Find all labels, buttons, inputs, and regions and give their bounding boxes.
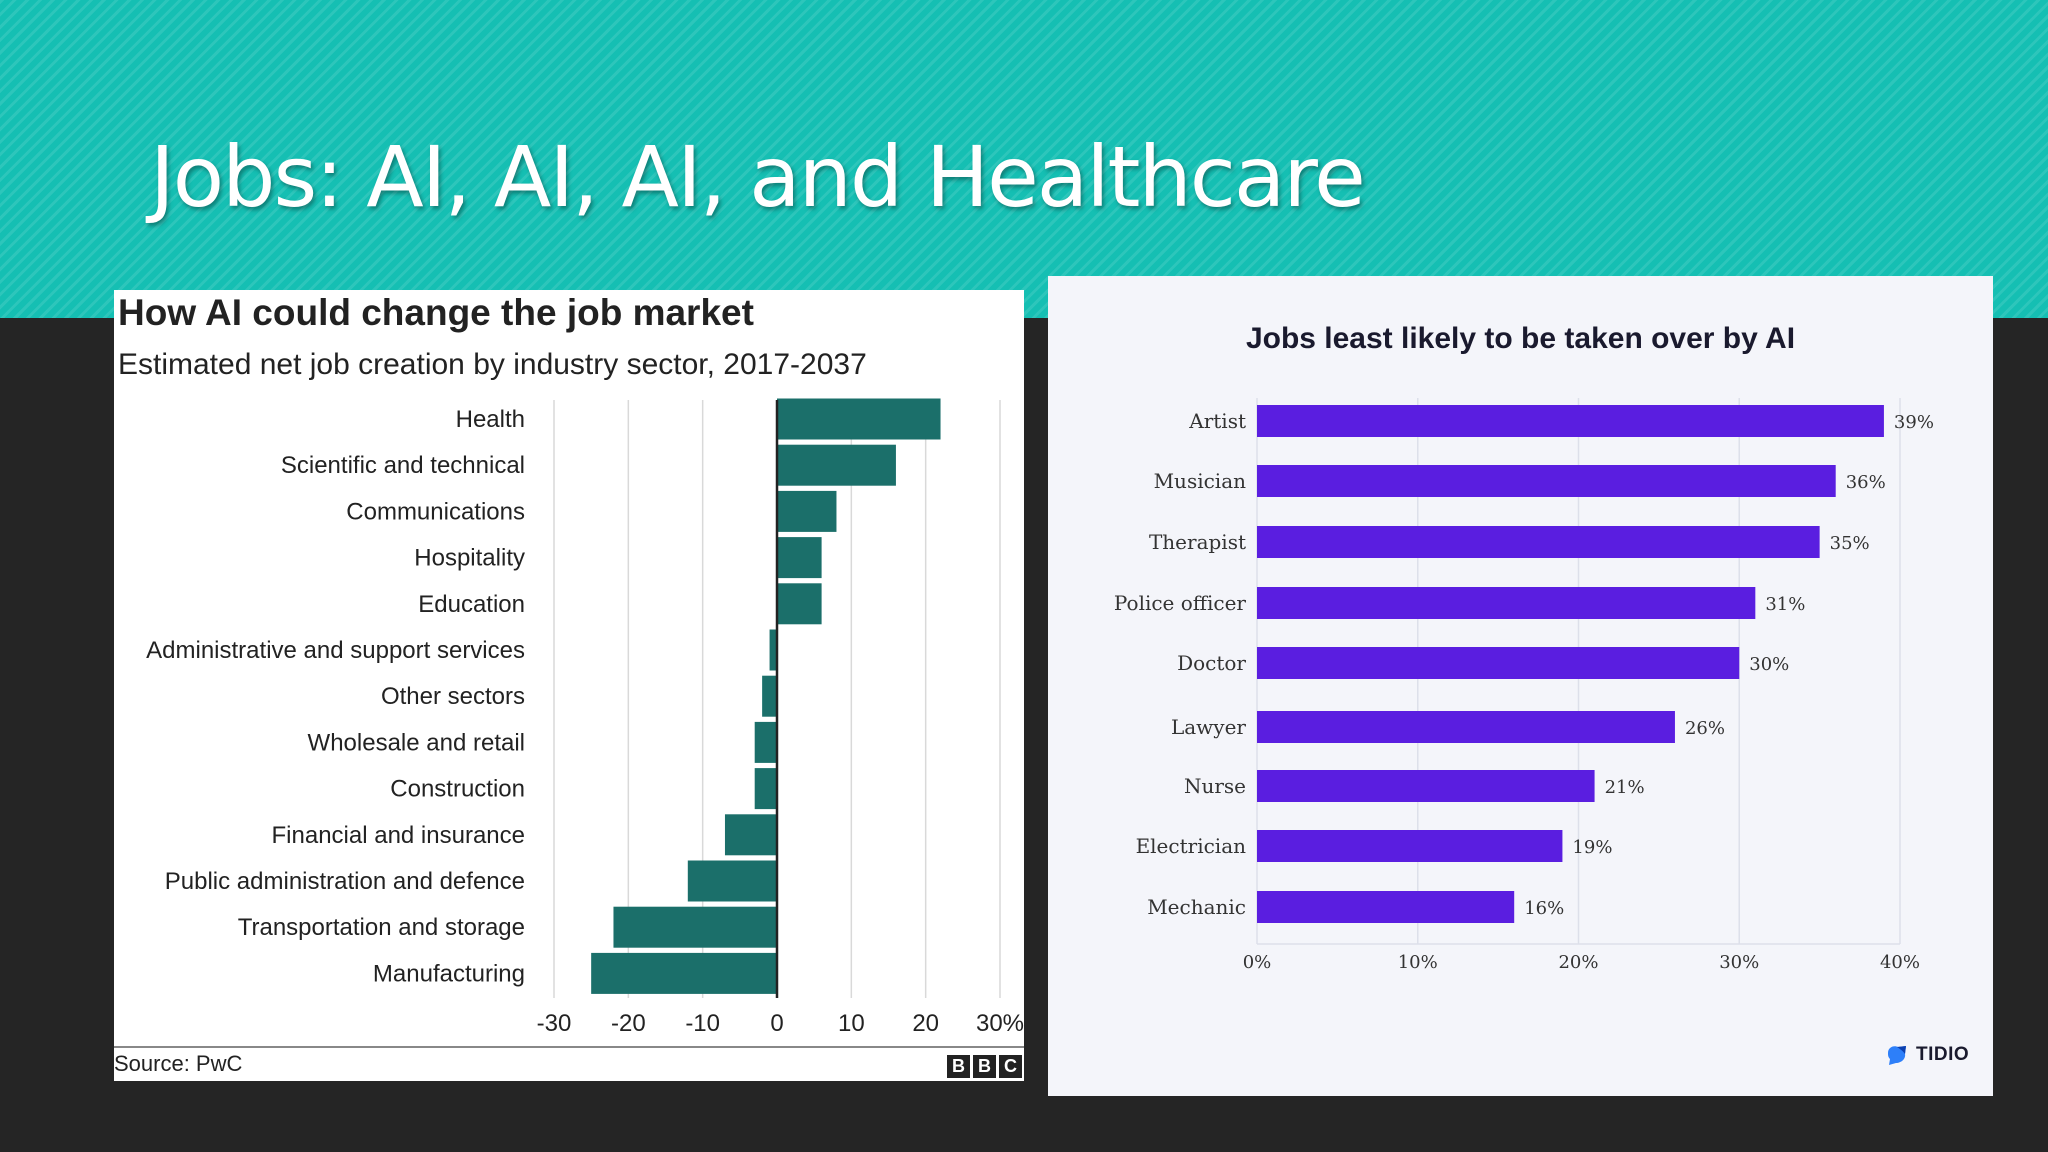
bar <box>724 814 777 856</box>
value-label: 35% <box>1830 533 1870 554</box>
category-label: Doctor <box>1177 651 1246 675</box>
bar <box>1257 770 1595 802</box>
bar <box>1257 830 1563 862</box>
bar <box>754 768 777 810</box>
tidio-chart-title: Jobs least likely to be taken over by AI <box>1245 322 1796 355</box>
category-label: Other sectors <box>381 683 525 710</box>
x-tick-label: 10 <box>838 1010 865 1037</box>
bar <box>687 860 777 902</box>
bar <box>1257 465 1836 497</box>
value-label: 26% <box>1685 718 1725 739</box>
x-tick-label: 10% <box>1398 952 1438 973</box>
bar <box>613 906 777 948</box>
bar <box>1257 891 1515 923</box>
bar <box>777 583 822 625</box>
bar <box>1257 711 1675 743</box>
tidio-chart-svg: 0% 10% 20% 30% 40% Artist 39% Musician 36% Therap… <box>1114 398 1934 973</box>
value-label: 31% <box>1765 594 1805 615</box>
slide-title: Jobs: AI, AI, AI, and Healthcare <box>150 128 1366 226</box>
value-label: 36% <box>1846 472 1886 493</box>
category-label: Police officer <box>1114 591 1247 615</box>
value-label: 30% <box>1749 654 1789 675</box>
bar <box>1257 587 1756 619</box>
category-label: Artist <box>1188 409 1246 433</box>
tidio-chart-panel: 0% 10% 20% 30% 40% Artist 39% Musician 36% Therap… <box>1048 276 1993 1096</box>
bbc-source-note: Source: PwC <box>114 1051 243 1076</box>
x-tick-label: -30 <box>537 1010 572 1037</box>
bbc-chart-title: How AI could change the job market <box>118 292 754 333</box>
category-label: Therapist <box>1149 530 1246 554</box>
category-label: Financial and insurance <box>272 822 526 849</box>
bar <box>777 398 941 440</box>
bbc-logo: B B C <box>947 1055 1022 1078</box>
tidio-logo: TIDIO <box>1884 1043 1969 1067</box>
bar <box>777 537 822 579</box>
x-tick-label: 20 <box>912 1010 939 1037</box>
bar <box>762 675 777 717</box>
tidio-logo-icon <box>1888 1046 1906 1065</box>
x-tick-label: 30% <box>976 1010 1024 1037</box>
category-label: Administrative and support services <box>146 637 525 664</box>
bar <box>591 952 777 994</box>
category-label: Hospitality <box>414 545 525 572</box>
bar <box>1257 526 1820 558</box>
value-label: 21% <box>1605 777 1645 798</box>
value-label: 19% <box>1572 837 1612 858</box>
category-label: Musician <box>1154 469 1247 493</box>
value-label: 39% <box>1894 412 1934 433</box>
category-label: Scientific and technical <box>281 452 525 479</box>
category-label: Electrician <box>1136 834 1247 858</box>
x-tick-label: 30% <box>1719 952 1759 973</box>
category-label: Construction <box>390 776 525 803</box>
category-label: Nurse <box>1184 774 1246 798</box>
category-label: Transportation and storage <box>238 914 525 941</box>
bbc-logo-letter: B <box>947 1055 970 1078</box>
value-label: 16% <box>1524 898 1564 919</box>
category-label: Communications <box>346 498 525 525</box>
x-tick-label: 20% <box>1558 952 1598 973</box>
category-label: Public administration and defence <box>165 868 525 895</box>
bar <box>769 629 777 671</box>
tidio-logo-text: TIDIO <box>1916 1044 1970 1065</box>
x-tick-label: -10 <box>685 1010 720 1037</box>
category-label: Manufacturing <box>373 960 525 987</box>
bar <box>777 490 837 532</box>
bbc-logo-letter: C <box>999 1055 1022 1078</box>
x-tick-label: 40% <box>1880 952 1920 973</box>
bbc-logo-letter: B <box>973 1055 996 1078</box>
bbc-chart-panel: -30 -20 -10 0 10 20 30% Health Scientific and te… <box>114 290 1024 1081</box>
bbc-chart-svg: -30 -20 -10 0 10 20 30% Health Scientific and te… <box>114 398 1024 1048</box>
title-banner <box>0 0 2048 318</box>
x-tick-label: 0 <box>770 1010 783 1037</box>
bar <box>1257 647 1740 679</box>
bar <box>777 444 896 486</box>
bar <box>1257 405 1884 437</box>
category-label: Lawyer <box>1171 715 1246 739</box>
bar <box>754 721 777 763</box>
category-label: Wholesale and retail <box>308 729 525 756</box>
category-label: Education <box>418 591 525 618</box>
bbc-chart-subtitle: Estimated net job creation by industry s… <box>118 348 867 381</box>
x-tick-label: 0% <box>1243 952 1272 973</box>
x-tick-label: -20 <box>611 1010 646 1037</box>
category-label: Health <box>456 406 525 433</box>
category-label: Mechanic <box>1147 895 1246 919</box>
